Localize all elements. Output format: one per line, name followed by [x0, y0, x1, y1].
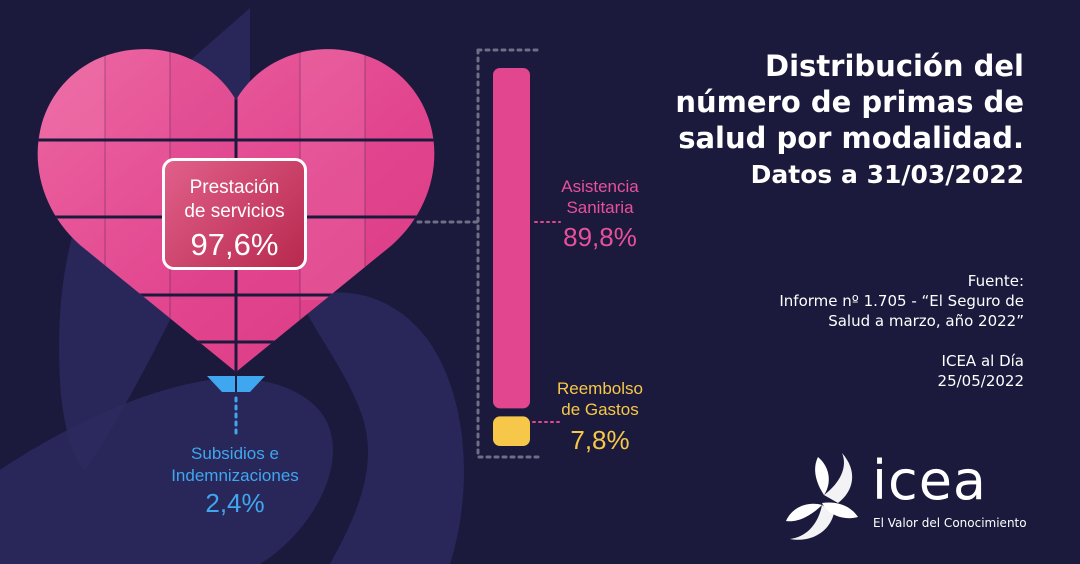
stack-bracket [476, 48, 543, 459]
category-label: Subsidios e [191, 444, 279, 463]
source-line: Informe nº 1.705 - “El Seguro de [779, 292, 1024, 310]
category-label: Reembolso [557, 379, 643, 398]
label-prestacion-de-servicios: Prestación de servicios 97,6% [162, 158, 307, 270]
category-label: de Gastos [561, 400, 639, 419]
label-asistencia-sanitaria: Asistencia Sanitaria 89,8% [540, 176, 660, 253]
data-label: 89,8% [563, 222, 637, 252]
data-label: 7,8% [570, 425, 630, 455]
bar-asistencia-sanitaria [493, 68, 530, 409]
source-label: Fuente: [967, 272, 1024, 290]
source-line: Salud a marzo, año 2022” [828, 312, 1024, 330]
chart-subtitle: Datos a 31/03/2022 [750, 160, 1024, 189]
bar-reembolso-de-gastos [493, 416, 530, 446]
logo-tagline: El Valor del Conocimiento [873, 516, 1027, 530]
category-label: Asistencia [561, 177, 639, 196]
category-label: Indemnizaciones [171, 466, 299, 485]
title-line: Distribución del [765, 49, 1024, 83]
icea-logo: icea El Valor del Conocimiento [780, 451, 1040, 535]
data-label: 97,6% [190, 227, 279, 262]
triskelion-logo-icon [786, 453, 858, 540]
label-subsidios-e-indemnizaciones: Subsidios e Indemnizaciones 2,4% [140, 443, 330, 518]
category-label: Prestación [189, 177, 280, 198]
background-shape [0, 378, 333, 564]
title-line: salud por modalidad. [678, 121, 1024, 155]
background-shape [300, 292, 464, 564]
source-note: Fuente: Informe nº 1.705 - “El Seguro de… [664, 271, 1024, 391]
category-label: Sanitaria [566, 198, 634, 217]
label-reembolso-de-gastos: Reembolso de Gastos 7,8% [540, 378, 660, 456]
title-line: número de primas de [675, 85, 1024, 119]
category-label: de servicios [184, 201, 285, 222]
source-line: ICEA al Día [941, 352, 1024, 370]
logo-wordmark: icea [872, 449, 988, 512]
source-date: 25/05/2022 [937, 372, 1024, 390]
chart-title: Distribución del número de primas de sal… [604, 48, 1024, 192]
data-label: 2,4% [205, 488, 265, 518]
